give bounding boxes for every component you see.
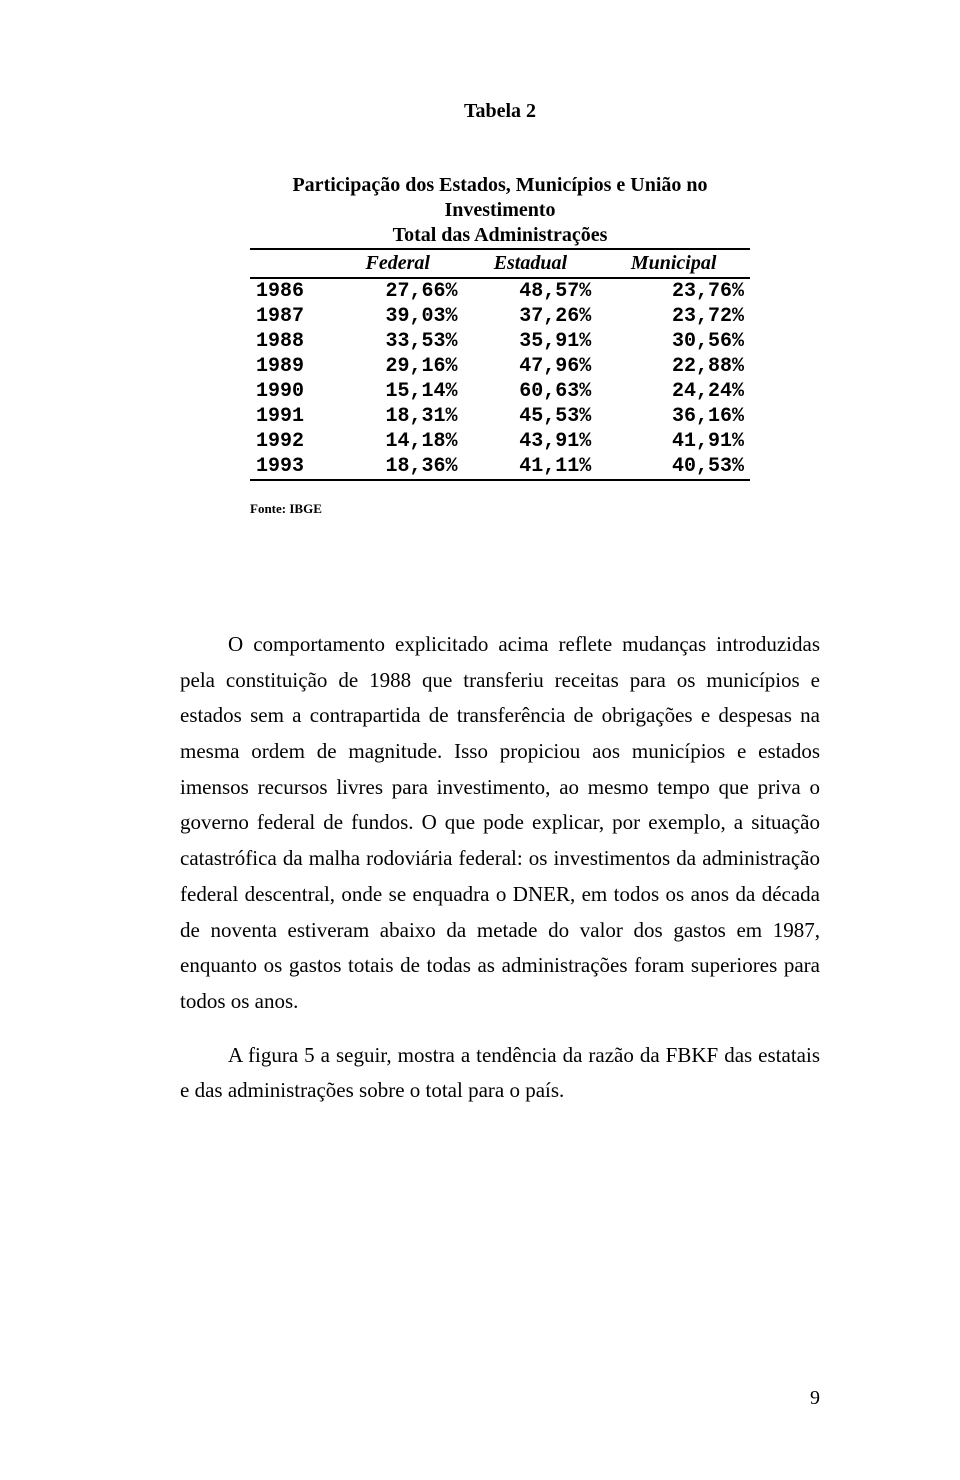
cell-estadual: 37,26% — [464, 304, 598, 329]
cell-year: 1986 — [250, 278, 332, 304]
cell-year: 1991 — [250, 404, 332, 429]
table-row: 1991 18,31% 45,53% 36,16% — [250, 404, 750, 429]
cell-estadual: 35,91% — [464, 329, 598, 354]
cell-federal: 15,14% — [332, 379, 464, 404]
table-container: Participação dos Estados, Municípios e U… — [250, 173, 750, 517]
table-row: 1986 27,66% 48,57% 23,76% — [250, 278, 750, 304]
cell-federal: 18,31% — [332, 404, 464, 429]
table-source: Fonte: IBGE — [250, 501, 750, 517]
caption-line-2: Total das Administrações — [393, 224, 608, 246]
table-row: 1990 15,14% 60,63% 24,24% — [250, 379, 750, 404]
table-row: 1989 29,16% 47,96% 22,88% — [250, 354, 750, 379]
cell-estadual: 45,53% — [464, 404, 598, 429]
table-label: Tabela 2 — [180, 100, 820, 123]
cell-estadual: 43,91% — [464, 429, 598, 454]
header-estadual: Estadual — [464, 249, 598, 278]
cell-year: 1987 — [250, 304, 332, 329]
header-municipal: Municipal — [597, 249, 750, 278]
cell-year: 1988 — [250, 329, 332, 354]
paragraph: O comportamento explicitado acima reflet… — [180, 627, 820, 1020]
cell-municipal: 41,91% — [597, 429, 750, 454]
table-header-row: Federal Estadual Municipal — [250, 249, 750, 278]
cell-federal: 29,16% — [332, 354, 464, 379]
cell-year: 1990 — [250, 379, 332, 404]
cell-estadual: 47,96% — [464, 354, 598, 379]
cell-year: 1989 — [250, 354, 332, 379]
cell-federal: 33,53% — [332, 329, 464, 354]
cell-municipal: 24,24% — [597, 379, 750, 404]
table-row: 1988 33,53% 35,91% 30,56% — [250, 329, 750, 354]
cell-municipal: 22,88% — [597, 354, 750, 379]
cell-municipal: 23,72% — [597, 304, 750, 329]
cell-year: 1992 — [250, 429, 332, 454]
cell-municipal: 40,53% — [597, 454, 750, 480]
body-text: O comportamento explicitado acima reflet… — [180, 627, 820, 1109]
table-row: 1987 39,03% 37,26% 23,72% — [250, 304, 750, 329]
data-table: Federal Estadual Municipal 1986 27,66% 4… — [250, 248, 750, 481]
paragraph: A figura 5 a seguir, mostra a tendência … — [180, 1038, 820, 1109]
cell-federal: 14,18% — [332, 429, 464, 454]
caption-line-1: Participação dos Estados, Municípios e U… — [292, 174, 707, 221]
cell-municipal: 30,56% — [597, 329, 750, 354]
cell-estadual: 48,57% — [464, 278, 598, 304]
document-page: Tabela 2 Participação dos Estados, Munic… — [0, 0, 960, 1480]
cell-estadual: 60,63% — [464, 379, 598, 404]
cell-municipal: 36,16% — [597, 404, 750, 429]
cell-federal: 18,36% — [332, 454, 464, 480]
cell-estadual: 41,11% — [464, 454, 598, 480]
header-blank — [250, 249, 332, 278]
cell-federal: 39,03% — [332, 304, 464, 329]
page-number: 9 — [810, 1387, 820, 1410]
cell-federal: 27,66% — [332, 278, 464, 304]
cell-municipal: 23,76% — [597, 278, 750, 304]
table-row: 1992 14,18% 43,91% 41,91% — [250, 429, 750, 454]
header-federal: Federal — [332, 249, 464, 278]
table-caption: Participação dos Estados, Municípios e U… — [250, 173, 750, 248]
table-row: 1993 18,36% 41,11% 40,53% — [250, 454, 750, 480]
cell-year: 1993 — [250, 454, 332, 480]
